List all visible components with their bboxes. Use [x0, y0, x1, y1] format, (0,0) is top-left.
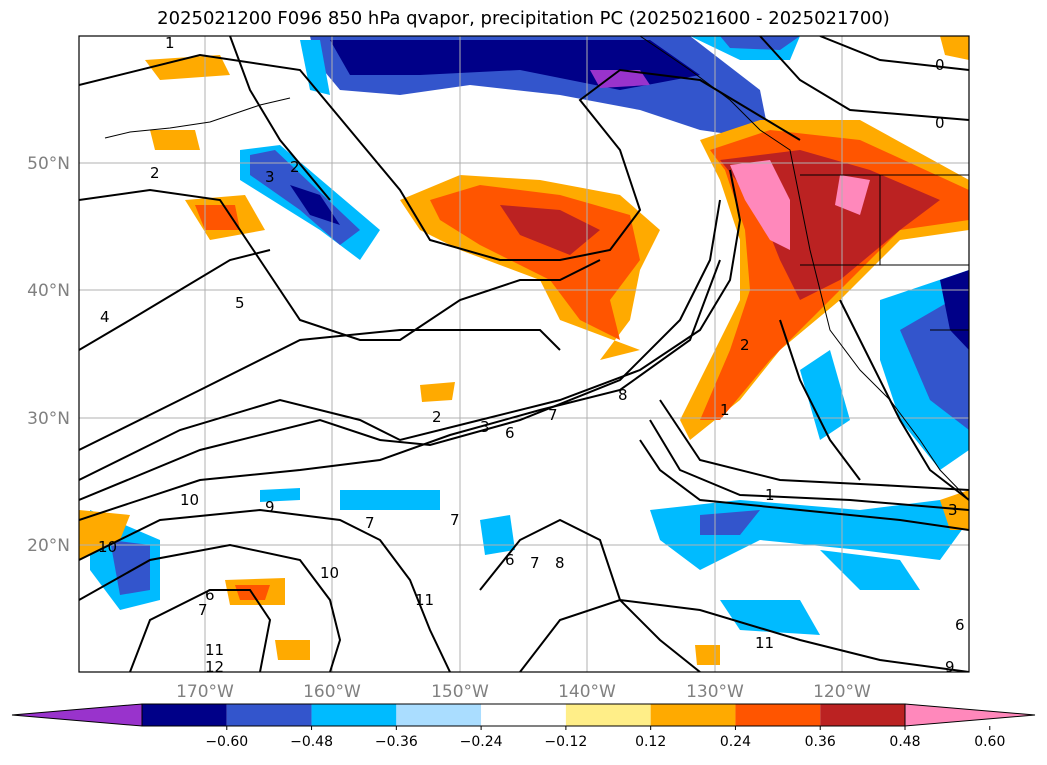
contour-label: 7 — [530, 554, 540, 572]
colorbar-tick-label: −0.48 — [290, 734, 333, 750]
contour-label: 6 — [955, 616, 965, 634]
lat-tick-label: 50°N — [27, 154, 70, 174]
colorbar-tick-label: −0.36 — [375, 734, 418, 750]
lon-tick-label: 170°W — [176, 682, 234, 702]
contour-label: 0 — [935, 114, 945, 132]
lat-tick-label: 30°N — [27, 409, 70, 429]
contour-labels: 1 2 3 2 4 5 2 3 6 7 8 10 9 10 10 7 6 7 1… — [98, 34, 965, 676]
contour-label: 3 — [948, 501, 958, 519]
contour-label: 9 — [945, 658, 955, 676]
contour-label: 10 — [98, 538, 117, 556]
contour-label: 10 — [180, 491, 199, 509]
qvapor-contours — [79, 36, 969, 672]
lon-tick-label: 150°W — [431, 682, 489, 702]
coastlines — [104, 36, 969, 501]
colorbar-tick-label: 0.24 — [720, 734, 751, 750]
colorbar-tick-label: 0.60 — [974, 734, 1005, 750]
colorbar-tick-label: −0.60 — [205, 734, 248, 750]
lon-tick-label: 120°W — [813, 682, 871, 702]
colorbar-cell — [565, 704, 651, 726]
colorbar-cell — [142, 704, 227, 726]
colorbar-tick-label: 0.12 — [635, 734, 666, 750]
chart-title: 2025021200 F096 850 hPa qvapor, precipit… — [157, 8, 890, 29]
colorbar-extend-high — [904, 703, 1036, 727]
map-field: 1 2 3 2 4 5 2 3 6 7 8 10 9 10 10 7 6 7 1… — [79, 34, 969, 676]
colorbar-tick-label: −0.24 — [460, 734, 503, 750]
contour-label: 12 — [205, 658, 224, 676]
lon-tick-label: 140°W — [558, 682, 616, 702]
contour-label: 8 — [555, 554, 565, 572]
colorbar-cell — [650, 704, 736, 726]
colorbar: −0.60 −0.48 −0.36 −0.24 −0.12 0.12 0.24 0.36 0.4… — [11, 703, 1036, 750]
contour-label: 6 — [505, 551, 515, 569]
colorbar-cell — [226, 704, 312, 726]
contour-label: 2 — [740, 336, 750, 354]
contour-label: 11 — [205, 641, 224, 659]
contour-label: 7 — [450, 511, 460, 529]
contour-label: 3 — [265, 168, 275, 186]
contour-label: 11 — [755, 634, 774, 652]
contour-label: 2 — [290, 158, 300, 176]
contour-label: 2 — [150, 164, 160, 182]
colorbar-cell — [481, 704, 566, 726]
colorbar-tick-label: 0.36 — [805, 734, 836, 750]
contour-label: 0 — [935, 56, 945, 74]
contour-label: 2 — [432, 408, 442, 426]
contour-label: 6 — [205, 586, 215, 604]
map-border — [78, 35, 970, 673]
lat-tick-label: 20°N — [27, 536, 70, 556]
contour-label: 4 — [100, 308, 110, 326]
lon-axis: 170°W 160°W 150°W 140°W 130°W 120°W — [176, 682, 871, 702]
contour-label: 9 — [265, 498, 275, 516]
contour-label: 8 — [618, 386, 628, 404]
contour-label: 3 — [480, 418, 490, 436]
colorbar-tick-label: −0.12 — [544, 734, 587, 750]
lon-tick-label: 130°W — [686, 682, 744, 702]
contour-label: 1 — [165, 34, 175, 52]
lat-axis: 20°N 30°N 40°N 50°N — [27, 154, 70, 556]
lon-tick-label: 160°W — [303, 682, 361, 702]
graticule — [79, 36, 969, 672]
colorbar-extend-low — [11, 703, 143, 727]
colorbar-cell — [311, 704, 397, 726]
lat-tick-label: 40°N — [27, 281, 70, 301]
contour-label: 11 — [415, 591, 434, 609]
colorbar-ticks: −0.60 −0.48 −0.36 −0.24 −0.12 0.12 0.24 0.36 0.4… — [205, 726, 1005, 750]
contour-label: 7 — [198, 601, 208, 619]
contour-label: 7 — [548, 406, 558, 424]
colorbar-tick-label: 0.48 — [889, 734, 920, 750]
contour-label: 1 — [765, 486, 775, 504]
colorbar-cell — [735, 704, 821, 726]
colorbar-cell — [820, 704, 905, 726]
precip-shading — [79, 36, 969, 665]
colorbar-cells — [11, 703, 1036, 727]
colorbar-cell — [396, 704, 482, 726]
contour-label: 7 — [365, 514, 375, 532]
contour-label: 6 — [505, 424, 515, 442]
contour-label: 1 — [720, 401, 730, 419]
colorbar-outline — [141, 703, 906, 727]
contour-label: 5 — [235, 294, 245, 312]
contour-label: 10 — [320, 564, 339, 582]
